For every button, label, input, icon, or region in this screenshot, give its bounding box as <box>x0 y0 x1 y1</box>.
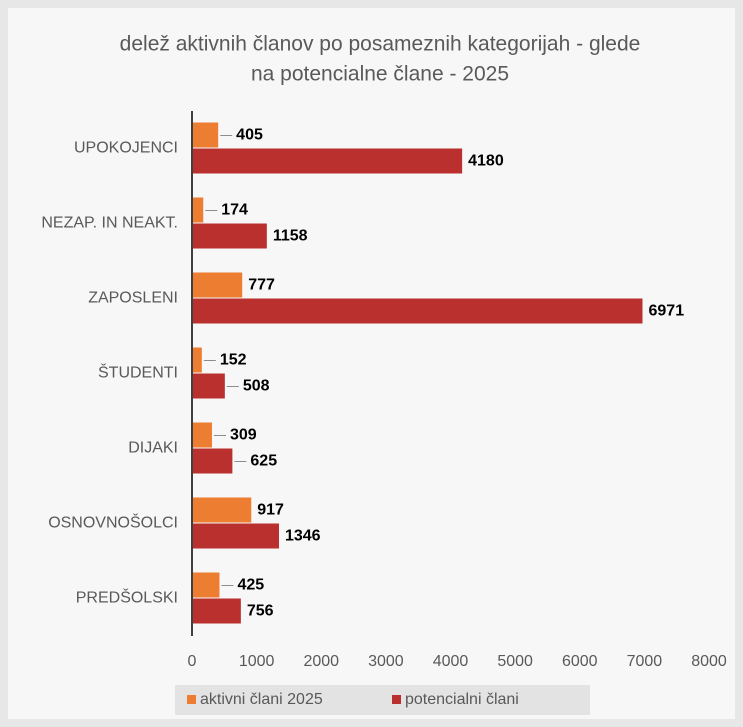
x-tick-label: 3000 <box>368 653 404 670</box>
data-label: 6971 <box>649 303 685 320</box>
bar <box>192 448 233 474</box>
y-tick-label: ŠTUDENTI <box>98 363 178 382</box>
bar <box>192 572 220 598</box>
legend-swatch <box>392 695 401 704</box>
x-tick-label: 0 <box>188 653 197 670</box>
data-label: 756 <box>247 603 274 620</box>
data-label: 777 <box>248 277 275 294</box>
bar <box>192 523 279 549</box>
y-tick-label: OSNOVNOŠOLCI <box>48 513 178 532</box>
y-tick-label: DIJAKI <box>128 440 178 457</box>
legend-box <box>175 685 590 715</box>
x-tick-label: 2000 <box>303 653 339 670</box>
x-tick-label: 4000 <box>433 653 469 670</box>
bar <box>192 422 212 448</box>
legend-label: aktivni člani 2025 <box>200 691 323 708</box>
data-label: 174 <box>221 202 248 219</box>
bar <box>192 373 225 399</box>
bar <box>192 272 243 298</box>
data-label: 4180 <box>468 153 504 170</box>
data-label: 508 <box>243 378 270 395</box>
data-label: 425 <box>237 577 264 594</box>
legend-label: potencialni člani <box>405 691 519 708</box>
bar <box>192 298 643 324</box>
legend-swatch <box>187 695 196 704</box>
data-label: 309 <box>230 427 257 444</box>
data-label: 625 <box>250 453 277 470</box>
bar <box>192 197 204 223</box>
data-label: 1346 <box>285 528 321 545</box>
data-label: 152 <box>220 352 247 369</box>
chart-area <box>8 8 735 719</box>
bar <box>192 148 463 174</box>
chart-title: delež aktivnih članov po posameznih kate… <box>120 33 641 56</box>
x-tick-label: 6000 <box>562 653 598 670</box>
bar <box>192 598 241 624</box>
x-tick-label: 5000 <box>497 653 533 670</box>
x-tick-label: 7000 <box>627 653 663 670</box>
x-tick-label: 8000 <box>691 653 727 670</box>
bar <box>192 347 202 373</box>
y-tick-label: ZAPOSLENI <box>88 290 178 307</box>
y-tick-label: UPOKOJENCI <box>74 140 178 157</box>
data-label: 917 <box>257 502 284 519</box>
bar <box>192 223 267 249</box>
data-label: 1158 <box>273 228 308 245</box>
data-label: 405 <box>236 127 263 144</box>
x-tick-label: 1000 <box>239 653 275 670</box>
bar <box>192 122 219 148</box>
bar <box>192 497 252 523</box>
y-tick-label: NEZAP. IN NEAKT. <box>41 215 178 232</box>
y-tick-label: PREDŠOLSKI <box>76 588 178 607</box>
chart-title: na potencialne člane - 2025 <box>251 63 509 86</box>
